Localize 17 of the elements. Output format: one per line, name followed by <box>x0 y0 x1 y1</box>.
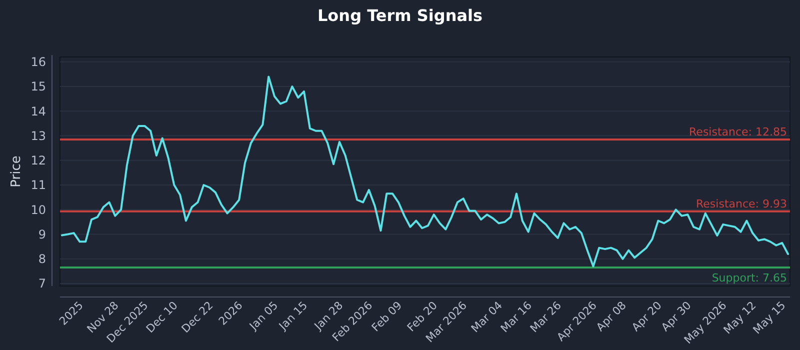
y-tick-label: 12 <box>30 154 46 168</box>
y-tick-label: 14 <box>30 104 46 118</box>
y-axis-title: Price <box>9 156 24 188</box>
ref-line-label: Resistance: 9.93 <box>696 197 787 210</box>
y-tick-label: 16 <box>30 55 46 70</box>
x-tick-label: Dec 22 <box>179 298 216 336</box>
y-tick-label: 7 <box>38 276 46 291</box>
y-tick-label: 8 <box>38 252 46 266</box>
y-tick-label: 11 <box>30 178 46 192</box>
y-tick-label: 15 <box>30 80 46 94</box>
line-series <box>61 76 789 268</box>
ref-line-label: Resistance: 12.85 <box>689 125 787 138</box>
y-tick-label: 9 <box>38 227 46 242</box>
y-tick-label: 13 <box>30 128 46 143</box>
y-tick-label: 10 <box>30 202 46 217</box>
ref-line-label: Support: 7.65 <box>712 272 787 285</box>
chart-title: Long Term Signals <box>317 6 483 25</box>
